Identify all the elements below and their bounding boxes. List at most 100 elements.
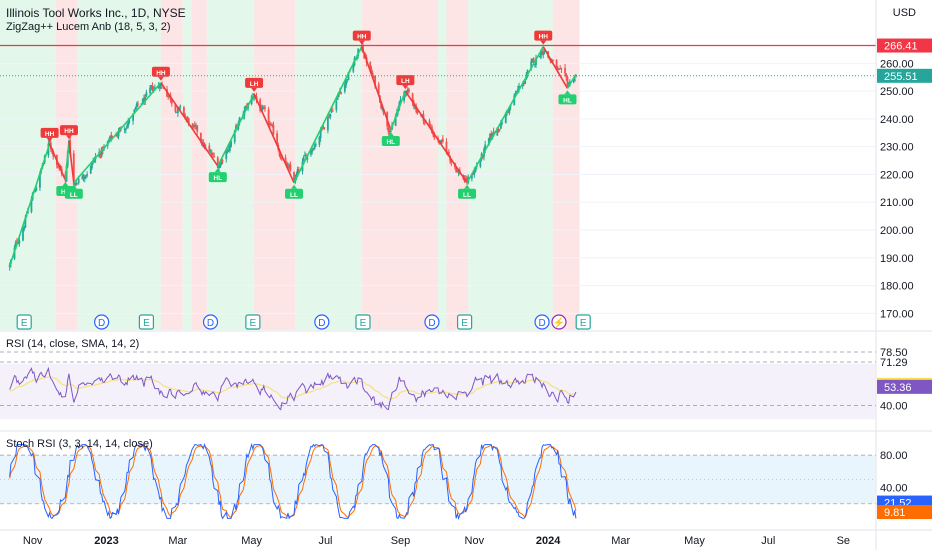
candle-body — [538, 56, 541, 58]
candle-body — [470, 174, 473, 179]
candle-body — [168, 96, 171, 98]
candle-body — [135, 103, 138, 108]
candle-body — [186, 117, 189, 119]
candle-body — [328, 117, 331, 119]
candle-body — [109, 135, 112, 140]
candle-body — [253, 95, 255, 98]
candle-body — [175, 111, 178, 113]
zigzag-label: HL — [386, 139, 395, 146]
earnings-marker — [575, 314, 591, 330]
candle-body — [497, 128, 500, 130]
zigzag-label-box — [396, 75, 415, 86]
candle-body — [504, 113, 507, 124]
trend-band — [295, 0, 362, 330]
zigzag-label-box — [558, 94, 577, 105]
stoch-value-badge-label: 9.81 — [884, 507, 905, 519]
candle-body — [484, 144, 487, 150]
candle-body — [319, 129, 322, 139]
candle-body — [262, 106, 265, 109]
y-tick-label: 250.00 — [880, 86, 914, 98]
candle-body — [233, 130, 236, 143]
candle-body — [331, 110, 334, 112]
candle-body — [116, 134, 119, 136]
candle-body — [329, 113, 332, 118]
candle-body — [543, 51, 546, 53]
zigzag-label-box — [245, 77, 264, 88]
candle-body — [565, 74, 568, 78]
zigzag-segment — [542, 46, 569, 89]
candle-body — [209, 151, 212, 153]
zigzag-label: HH — [539, 34, 549, 41]
candle-body — [219, 162, 222, 168]
candle-body — [75, 182, 78, 185]
trend-band — [552, 0, 580, 330]
candle-body — [170, 100, 173, 104]
zigzag-label: LL — [70, 192, 78, 199]
candle-body — [466, 177, 468, 183]
last-price-badge-label: 255.51 — [884, 71, 918, 83]
x-tick-label: Nov — [465, 535, 485, 547]
candle-body — [416, 110, 419, 114]
candle-body — [445, 141, 448, 153]
zigzag-label-pointer — [157, 76, 164, 81]
candle-body — [86, 174, 89, 176]
candle-body — [220, 158, 223, 165]
y-tick-label: 240.00 — [880, 114, 914, 126]
candle-body — [513, 95, 516, 106]
zigzag-label-pointer — [387, 132, 394, 136]
candle-body — [74, 182, 76, 185]
candle-body — [218, 166, 220, 169]
candle-body — [289, 164, 292, 171]
resistance-badge-label: 266.41 — [884, 41, 918, 53]
trend-band — [191, 0, 207, 330]
dividend-marker-label: D — [207, 318, 214, 329]
trend-band — [0, 0, 56, 330]
zigzag-segment — [64, 141, 70, 181]
zigzag-segment — [8, 143, 51, 267]
candle-body — [530, 61, 533, 70]
candle-body — [564, 67, 566, 74]
candle-body — [238, 117, 241, 123]
candle-body — [278, 149, 281, 156]
candle-body — [24, 217, 27, 228]
candle-body — [150, 85, 153, 88]
candle-body — [57, 165, 59, 168]
earnings-marker-label: E — [461, 318, 468, 329]
x-tick-label: Mar — [168, 535, 187, 547]
candle-body — [573, 78, 576, 82]
candle-body — [267, 109, 270, 123]
candle-body — [193, 124, 196, 126]
candle-body — [191, 124, 194, 127]
rsi-value-badge-label: 53.36 — [884, 382, 912, 394]
zigzag-label: HH — [64, 128, 74, 135]
candle-body — [244, 106, 247, 111]
candle-body — [572, 80, 575, 82]
candle-body — [35, 187, 38, 191]
zigzag-label-box — [208, 172, 227, 183]
x-tick-label: May — [684, 535, 705, 547]
candle-body — [489, 133, 491, 140]
candle-body — [535, 58, 537, 65]
candle-body — [304, 154, 306, 157]
candle-body — [117, 131, 120, 137]
candle-body — [276, 133, 278, 146]
candle-body — [228, 144, 231, 151]
candle-body — [85, 175, 87, 177]
rsi-ma-line — [9, 376, 577, 400]
candle-body — [128, 120, 131, 122]
candle-body — [558, 69, 560, 71]
candle-body — [271, 124, 274, 126]
candle-body — [110, 134, 113, 138]
currency-label[interactable]: USD — [892, 7, 916, 19]
candle-body — [107, 140, 110, 142]
zigzag-label-box — [40, 127, 59, 138]
candle-body — [387, 127, 390, 133]
candle-body — [523, 82, 525, 84]
candle-body — [17, 242, 20, 244]
candle-body — [187, 118, 190, 125]
candle-body — [132, 113, 134, 121]
candle-body — [302, 157, 305, 161]
y-tick-label: 170.00 — [880, 308, 914, 320]
dividend-marker-label: D — [538, 318, 545, 329]
